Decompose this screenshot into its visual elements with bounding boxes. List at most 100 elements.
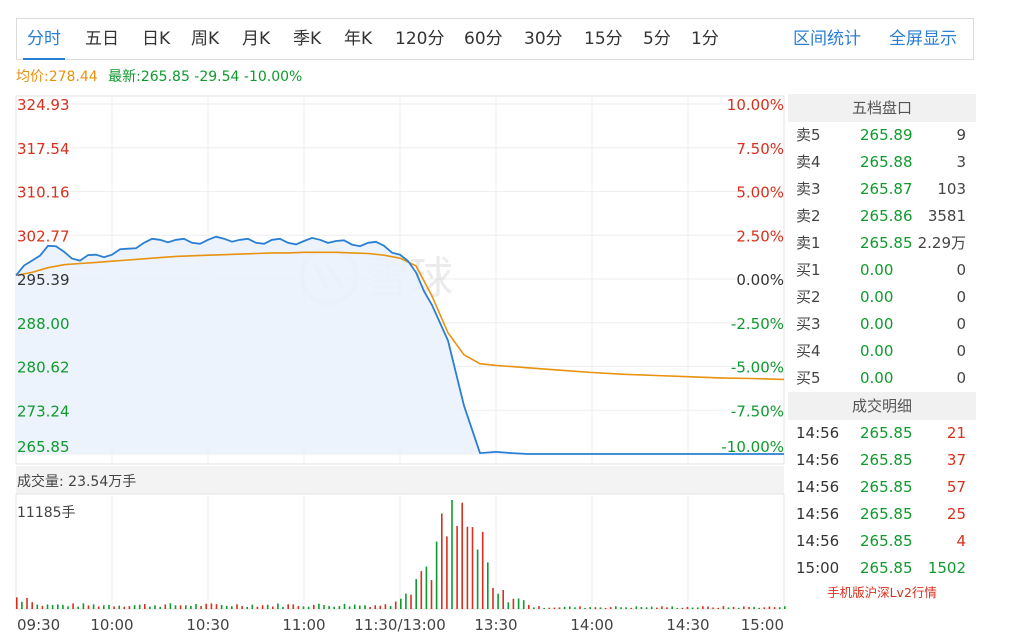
volume-bar — [241, 606, 243, 609]
volume-bar — [522, 600, 525, 609]
volume-bar — [517, 598, 520, 609]
trade-price: 265.85 — [860, 451, 913, 469]
volume-bar — [512, 598, 515, 609]
tab-120min[interactable]: 120分 — [395, 29, 445, 49]
tab-5min[interactable]: 5分 — [643, 29, 671, 49]
volume-bar — [425, 566, 428, 609]
volume-bar — [179, 605, 182, 609]
bid-price: 0.00 — [860, 342, 894, 360]
volume-bar — [400, 598, 402, 609]
tab-weekly-k[interactable]: 周K — [191, 29, 220, 49]
bid-price: 0.00 — [860, 261, 894, 279]
trade-volume: 57 — [946, 478, 966, 496]
volume-bar — [338, 606, 341, 609]
bid-label: 买1 — [796, 261, 821, 279]
tab-intraday[interactable]: 分时 — [23, 19, 65, 60]
volume-bar — [190, 606, 192, 609]
trade-time: 15:00 — [796, 559, 840, 577]
trade-row: 14:56 265.85 25 — [788, 501, 976, 528]
left-tick-label: 310.16 — [17, 184, 70, 202]
tab-daily-k[interactable]: 日K — [142, 29, 171, 49]
volume-bar — [773, 607, 776, 609]
lv2-quote-link[interactable]: 手机版沪深Lv2行情 — [827, 585, 937, 600]
trade-volume: 4 — [956, 532, 966, 550]
volume-bar — [46, 604, 49, 609]
volume-bar — [497, 593, 499, 609]
avg-price-line — [15, 251, 785, 381]
volume-axis-max: 11185手 — [17, 505, 76, 521]
fullscreen-link[interactable]: 全屏显示 — [889, 29, 957, 49]
volume-bar — [717, 607, 719, 609]
tab-1min[interactable]: 1分 — [691, 29, 719, 49]
volume-bar — [487, 562, 489, 609]
volume-bar — [702, 606, 704, 609]
volume-bar — [133, 605, 136, 609]
volume-bar — [435, 541, 438, 609]
volume-bar — [538, 606, 540, 609]
volume-bar — [579, 606, 581, 609]
tab-five-day[interactable]: 五日 — [85, 29, 119, 49]
bid-label: 买2 — [796, 288, 821, 306]
trade-time: 14:56 — [796, 451, 840, 469]
ask-price: 265.86 — [860, 207, 913, 225]
interval-stats-link[interactable]: 区间统计 — [793, 29, 861, 49]
intraday-chart[interactable]: 雪球 324.93317.54310.16302.77295.39288.002… — [0, 90, 786, 642]
bid-volume: 0 — [956, 288, 966, 306]
volume-bar — [36, 604, 39, 609]
volume-bar — [103, 605, 105, 609]
volume-bar — [707, 606, 709, 609]
trade-row: 14:56 265.85 57 — [788, 474, 976, 501]
volume-bar — [313, 604, 315, 609]
volume-bar — [82, 603, 85, 609]
price-summary: 均价:278.44 最新:265.85 -29.54 -10.00% — [16, 66, 302, 86]
volume-bar — [185, 605, 187, 609]
volume-bar — [661, 606, 663, 609]
volume-bar — [778, 607, 781, 609]
volume-bar — [666, 607, 668, 609]
volume-bar — [287, 604, 289, 609]
trade-price: 265.85 — [860, 424, 913, 442]
volume-bar — [743, 606, 745, 609]
volume-bar — [266, 604, 269, 609]
bid-price: 0.00 — [860, 369, 894, 387]
volume-bar — [118, 605, 120, 609]
volume-bar — [210, 603, 213, 609]
right-tick-label: 0.00% — [736, 271, 784, 289]
tab-quarterly-k[interactable]: 季K — [293, 29, 322, 49]
time-tick-label: 10:00 — [90, 616, 133, 634]
tab-monthly-k[interactable]: 月K — [242, 29, 271, 49]
bid-label: 买5 — [796, 369, 821, 387]
trade-price: 265.85 — [860, 532, 913, 550]
latest-price: 最新:265.85 -29.54 -10.00% — [108, 69, 303, 85]
tab-15min[interactable]: 15分 — [584, 29, 623, 49]
volume-bar — [364, 605, 366, 609]
volume-bar — [548, 607, 551, 609]
right-tick-label: 2.50% — [736, 227, 784, 245]
volume-bar — [200, 606, 202, 609]
ask-volume: 9 — [956, 126, 966, 144]
ask-volume: 3581 — [927, 207, 966, 225]
volume-bar — [594, 607, 597, 609]
tab-yearly-k[interactable]: 年K — [344, 29, 373, 49]
volume-bar — [748, 607, 750, 609]
right-tick-label: -10.00% — [721, 438, 784, 456]
volume-bar — [328, 605, 330, 609]
trade-row: 14:56 265.85 37 — [788, 447, 976, 474]
volume-bar — [543, 607, 545, 609]
time-tick-label: 13:30 — [474, 616, 517, 634]
trade-volume: 25 — [946, 505, 966, 523]
volume-bar — [676, 607, 679, 609]
tab-30min[interactable]: 30分 — [524, 29, 563, 49]
trade-time: 14:56 — [796, 505, 840, 523]
volume-bar — [471, 527, 474, 609]
volume-bar — [528, 604, 530, 609]
volume-bar — [768, 606, 771, 609]
volume-bar — [635, 606, 638, 609]
volume-bar — [533, 607, 535, 609]
tab-60min[interactable]: 60分 — [464, 29, 503, 49]
volume-bar — [51, 605, 54, 609]
volume-bar — [31, 602, 33, 609]
volume-bar — [589, 607, 591, 609]
volume-bar — [92, 604, 95, 609]
volume-bar — [492, 587, 494, 609]
